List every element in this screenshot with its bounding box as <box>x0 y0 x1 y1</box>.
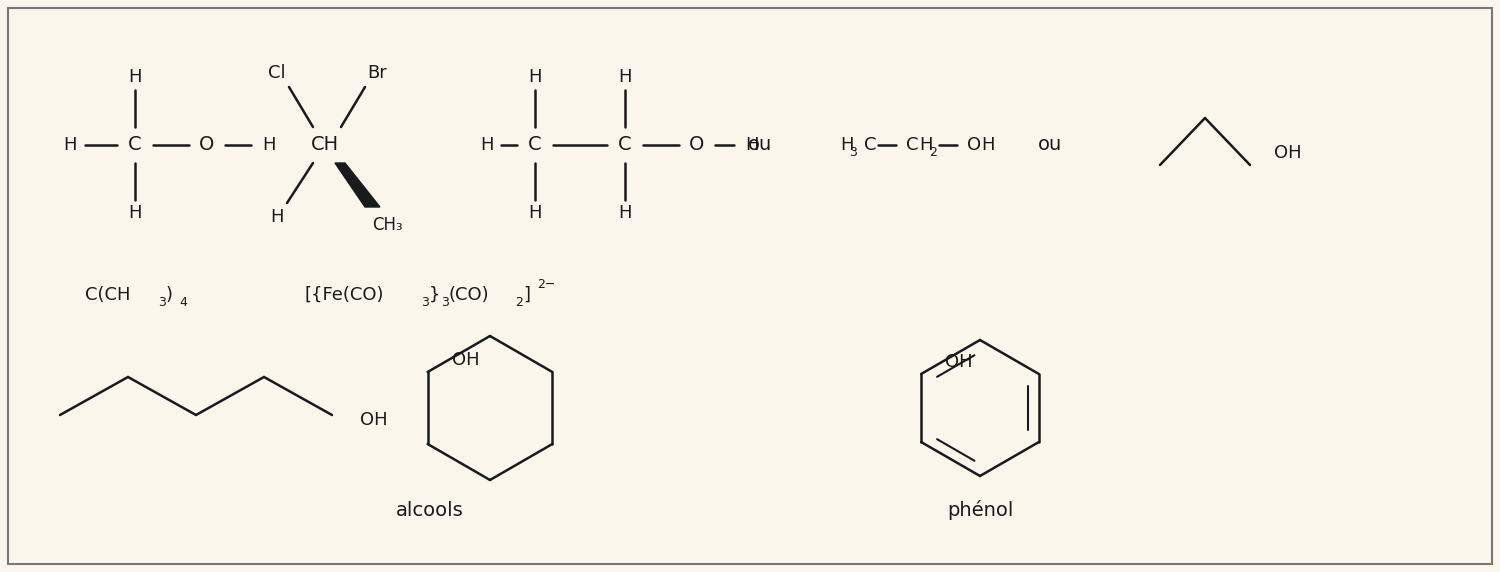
Text: }: } <box>429 286 441 304</box>
Text: C: C <box>128 136 142 154</box>
Text: ou: ou <box>748 136 772 154</box>
Text: OH: OH <box>945 353 974 371</box>
Text: O: O <box>200 136 214 154</box>
Text: H: H <box>528 204 542 222</box>
Text: [{Fe(CO): [{Fe(CO) <box>304 286 384 304</box>
Text: OH: OH <box>452 351 480 369</box>
Text: H: H <box>618 68 632 86</box>
Text: H: H <box>128 204 141 222</box>
Text: 2: 2 <box>928 145 938 158</box>
Text: 3: 3 <box>158 296 166 309</box>
Text: H: H <box>746 136 759 154</box>
Text: C: C <box>906 136 918 154</box>
Text: H: H <box>480 136 494 154</box>
Text: O: O <box>968 136 981 154</box>
Text: Br: Br <box>368 64 387 82</box>
FancyBboxPatch shape <box>8 8 1492 564</box>
Text: OH: OH <box>1274 144 1302 162</box>
Text: 2: 2 <box>514 296 523 309</box>
Polygon shape <box>334 163 380 207</box>
Text: H: H <box>920 136 933 154</box>
Text: H: H <box>262 136 276 154</box>
Text: H: H <box>270 208 284 226</box>
Text: ou: ou <box>1038 136 1062 154</box>
Text: (CO): (CO) <box>448 286 489 304</box>
Text: alcools: alcools <box>396 500 464 519</box>
Text: C: C <box>528 136 542 154</box>
Text: H: H <box>128 68 141 86</box>
Text: ]: ] <box>524 286 530 304</box>
Text: 4: 4 <box>178 296 188 309</box>
Text: ): ) <box>166 286 172 304</box>
Text: phénol: phénol <box>946 500 1012 520</box>
Text: H: H <box>840 136 854 154</box>
Text: C: C <box>618 136 632 154</box>
Text: 3: 3 <box>422 296 429 309</box>
Text: 3: 3 <box>849 145 856 158</box>
Text: CH: CH <box>310 136 339 154</box>
Text: C(CH: C(CH <box>86 286 130 304</box>
Text: C: C <box>864 136 876 154</box>
Text: H: H <box>618 204 632 222</box>
Text: 2−: 2− <box>537 279 555 292</box>
Text: H: H <box>981 136 994 154</box>
Text: OH: OH <box>360 411 388 429</box>
Text: Cl: Cl <box>268 64 286 82</box>
Text: CH₃: CH₃ <box>372 216 402 234</box>
Text: 3: 3 <box>441 296 448 309</box>
Text: H: H <box>63 136 76 154</box>
Text: H: H <box>528 68 542 86</box>
Text: O: O <box>690 136 705 154</box>
